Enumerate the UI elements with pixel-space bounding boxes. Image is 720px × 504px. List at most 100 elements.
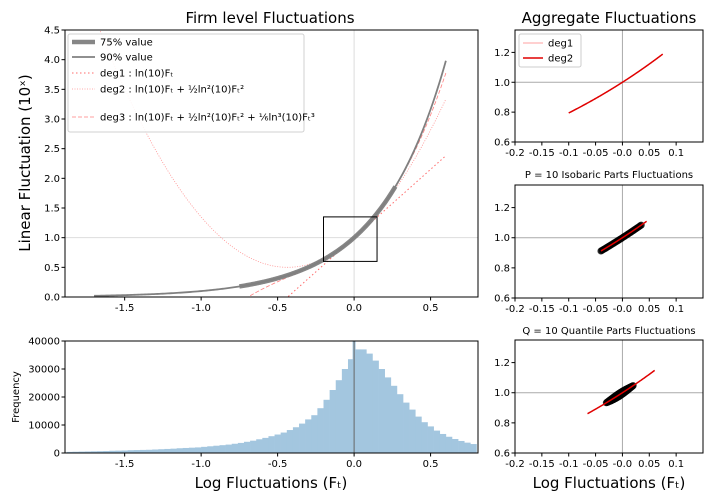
hist-ylabel: Frequency <box>11 371 22 423</box>
hist-bar <box>133 450 141 453</box>
right-0-frame <box>514 29 704 143</box>
hist-bar <box>268 436 275 453</box>
y-tick-label: 30000 <box>28 365 60 376</box>
hist-bar <box>292 427 300 453</box>
hist-bar <box>97 451 104 453</box>
hist-bar <box>323 399 330 453</box>
hist-bar <box>170 448 177 453</box>
y-tick-label: 40000 <box>28 337 60 348</box>
x-tick-label: -0.0 <box>613 459 633 470</box>
x-tick-label: 0.1 <box>668 148 684 159</box>
hist-panel-plot-area <box>66 341 477 453</box>
hist-bar <box>464 442 471 453</box>
hist-bar <box>280 432 288 453</box>
hist-bar <box>403 402 410 453</box>
x-tick-label: 0.05 <box>638 148 660 159</box>
y-tick-label: 4.0 <box>44 55 60 66</box>
hist-bar <box>66 451 73 453</box>
x-tick-label: 0.5 <box>423 303 439 314</box>
y-tick-label: 1.0 <box>494 78 510 89</box>
hist-bar <box>305 419 312 453</box>
x-tick-label: -0.05 <box>583 304 609 315</box>
hist-bar <box>103 451 110 453</box>
legend-box <box>67 33 305 133</box>
hist-bar <box>72 451 80 453</box>
x-tick-label: -0.5 <box>268 303 288 314</box>
hist-bar <box>396 394 404 453</box>
x-tick-label: -0.05 <box>583 148 609 159</box>
right-panel-0: deg1 deg2 -0.2 -0.15 -0.1 -0.05 -0.0 0.05 0.1 0.6… <box>494 29 704 159</box>
y-tick-label: 20000 <box>28 393 60 404</box>
legend-label: 90% value <box>100 53 153 64</box>
series-deg2-line <box>568 53 664 114</box>
right-panel-1: -0.2 -0.15 -0.1 -0.05 -0.0 0.05 0.1 0.6 0.8 1.0 1.… <box>494 184 704 315</box>
series-deg1-line <box>568 53 664 114</box>
y-tick-label: 1.2 <box>494 48 510 59</box>
y-tick-label: 0.8 <box>494 418 510 429</box>
y-tick-label: 3.0 <box>44 115 60 126</box>
x-tick-label: -0.05 <box>583 459 609 470</box>
hist-bar <box>176 448 184 453</box>
hist-bar <box>329 390 337 453</box>
x-tick-label: -0.5 <box>268 459 288 470</box>
hist-bar <box>121 450 129 453</box>
y-tick-label: 3.5 <box>44 85 60 96</box>
hist-bar <box>445 436 453 453</box>
right-2-frame <box>514 339 704 454</box>
hist-bar <box>139 449 147 453</box>
legend-label: deg2 <box>548 54 573 65</box>
y-tick-label: 0.5 <box>44 263 60 274</box>
x-tick-label: -1.0 <box>191 303 211 314</box>
y-tick-label: 0.6 <box>494 449 510 460</box>
right-panel-0-plot-area <box>515 30 703 142</box>
y-tick-label: 0 <box>54 449 60 460</box>
x-tick-label: -1.5 <box>115 303 135 314</box>
hist-bar <box>341 369 349 453</box>
y-tick-label: 2.0 <box>44 174 60 185</box>
hist-bar <box>201 446 208 453</box>
legend-label: deg1 <box>548 39 573 50</box>
x-tick-label: -0.2 <box>505 459 525 470</box>
y-tick-label: 0.8 <box>494 263 510 274</box>
hist-bar <box>207 446 214 453</box>
hist-bar <box>84 451 92 453</box>
y-tick-label: 1.0 <box>494 388 510 399</box>
x-tick-label: 0.5 <box>423 459 439 470</box>
series-0-line <box>239 185 398 289</box>
y-tick-label: 0.0 <box>44 293 60 304</box>
hist-bar <box>360 349 367 453</box>
x-tick-label: 0.05 <box>638 459 660 470</box>
x-tick-label: -0.1 <box>559 148 579 159</box>
x-tick-label: -0.15 <box>529 148 555 159</box>
x-tick-label: -0.1 <box>559 304 579 315</box>
hist-bar <box>115 450 122 453</box>
x-tick-label: 0.1 <box>668 304 684 315</box>
hist-bar <box>182 447 190 453</box>
y-tick-label: 1.2 <box>494 203 510 214</box>
x-tick-label: -1.5 <box>115 459 135 470</box>
hist-bar <box>231 443 239 453</box>
isobaric-title: P = 10 Isobaric Parts Fluctuations <box>525 170 693 181</box>
hist-bar <box>262 437 269 453</box>
hist-bar <box>286 430 294 453</box>
right-1-frame <box>514 184 704 299</box>
agg-title: Aggregate Fluctuations <box>522 9 697 27</box>
fit-line <box>600 220 648 252</box>
hist-bar <box>421 422 428 453</box>
x-tick-label: -0.15 <box>529 459 555 470</box>
hist-bar <box>372 360 379 453</box>
legend: deg1 deg2 <box>518 33 582 68</box>
hist-bar <box>146 449 153 453</box>
main-title: Firm level Fluctuations <box>185 9 354 27</box>
x-tick-label: -0.15 <box>529 304 555 315</box>
legend-label: 75% value <box>100 38 153 49</box>
hist-bar <box>458 440 465 453</box>
hist-bar <box>299 423 306 453</box>
hist-bar <box>427 426 434 453</box>
hist-bar <box>439 433 447 453</box>
y-tick-label: 1.0 <box>494 233 510 244</box>
hist-bar <box>433 430 441 453</box>
hist-bar <box>158 449 165 453</box>
inset-box <box>323 216 378 262</box>
hist-xlabel: Log Fluctuations (Fₜ) <box>195 474 348 492</box>
